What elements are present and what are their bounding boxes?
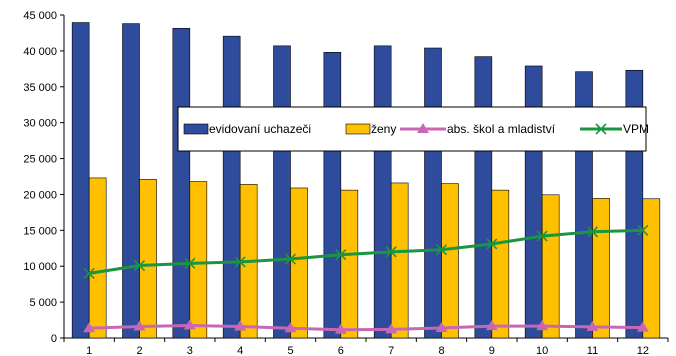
x-tick-label: 2 xyxy=(136,345,142,356)
y-tick-label: 15 000 xyxy=(23,225,57,237)
y-tick-label: 30 000 xyxy=(23,118,57,130)
x-tick-label: 10 xyxy=(536,345,548,356)
x-tick-label: 1 xyxy=(86,345,92,356)
legend-swatch xyxy=(346,124,370,134)
bar-evidovani-uchazeci xyxy=(72,23,89,338)
bar-zeny xyxy=(341,190,358,338)
x-tick-label: 11 xyxy=(587,345,598,356)
x-tick-label: 7 xyxy=(388,345,394,356)
y-tick-label: 0 xyxy=(51,333,57,345)
line-vpm xyxy=(89,230,643,273)
legend-label: evidovaní uchazeči xyxy=(209,122,311,136)
legend-item: ženy xyxy=(346,122,396,136)
y-tick-label: 10 000 xyxy=(23,261,57,273)
bar-zeny xyxy=(542,195,559,338)
bar-zeny xyxy=(593,198,610,338)
y-tick-label: 25 000 xyxy=(23,154,57,166)
x-tick-label: 12 xyxy=(637,345,649,356)
legend-swatch xyxy=(184,124,208,134)
bar-evidovani-uchazeci xyxy=(324,52,341,338)
bar-zeny xyxy=(643,199,660,338)
line-abs-skol xyxy=(89,325,643,329)
bar-zeny xyxy=(492,190,509,338)
bar-evidovani-uchazeci xyxy=(274,46,291,338)
y-tick-label: 40 000 xyxy=(23,46,57,58)
x-tick-label: 5 xyxy=(287,345,293,356)
bar-zeny xyxy=(89,178,106,338)
bar-zeny xyxy=(140,179,157,338)
x-tick-label: 8 xyxy=(438,345,444,356)
legend: evidovaní uchazeči ženy abs. škol a mladis… xyxy=(178,107,649,151)
bar-evidovani-uchazeci xyxy=(374,46,391,338)
legend-label: abs. škol a mladiství xyxy=(447,122,556,136)
y-tick-label: 45 000 xyxy=(23,10,57,22)
bar-zeny xyxy=(391,183,408,338)
legend-label: VPM xyxy=(623,122,649,136)
x-tick-label: 6 xyxy=(338,345,344,356)
bar-evidovani-uchazeci xyxy=(425,48,442,338)
legend-label: ženy xyxy=(371,122,396,136)
bar-evidovani-uchazeci xyxy=(123,24,140,338)
bar-evidovani-uchazeci xyxy=(173,28,190,338)
y-tick-label: 20 000 xyxy=(23,189,57,201)
y-tick-label: 5 000 xyxy=(29,297,57,309)
x-tick-label: 3 xyxy=(187,345,193,356)
bar-zeny xyxy=(442,184,459,338)
y-tick-label: 35 000 xyxy=(23,82,57,94)
bar-evidovani-uchazeci xyxy=(475,57,492,338)
legend-item: evidovaní uchazeči xyxy=(184,122,311,136)
bar-zeny xyxy=(291,188,308,338)
bar-evidovani-uchazeci xyxy=(223,36,240,338)
bars xyxy=(72,23,660,338)
x-tick-label: 4 xyxy=(237,345,243,356)
x-tick-label: 9 xyxy=(489,345,495,356)
lines xyxy=(83,225,649,333)
